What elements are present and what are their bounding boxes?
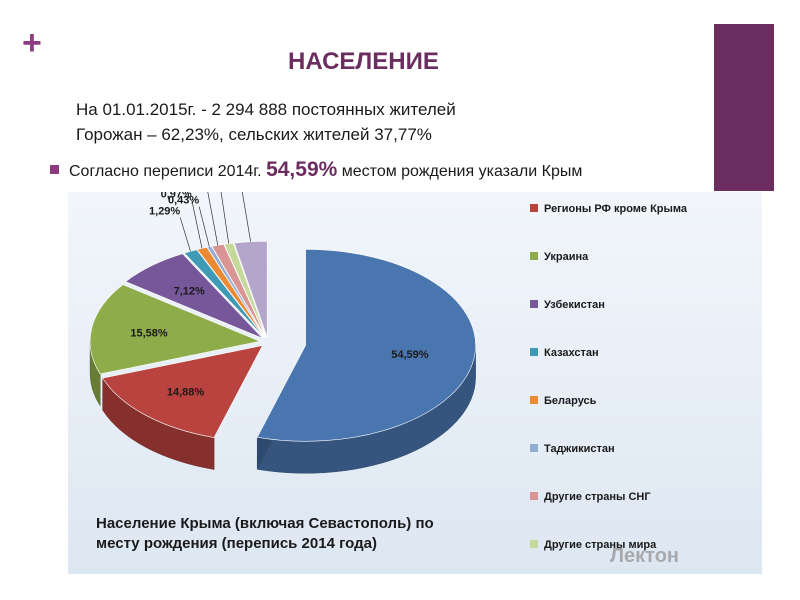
legend-label-2: Узбекистан: [544, 299, 605, 311]
caption-line-1: Население Крыма (включая Севастополь) по: [96, 515, 434, 532]
legend-label-4: Беларусь: [544, 395, 597, 407]
legend-swatch-1: [530, 252, 538, 260]
pie-slice-1: [102, 345, 264, 438]
pie-slice-4: [183, 249, 265, 338]
legend-swatch-3: [530, 348, 538, 356]
watermark-logo: Лектон: [610, 545, 679, 567]
pie-chart: 54,59%14,88%15,58%7,12%1,29%0,97%0,43%1,…: [89, 192, 688, 551]
legend-swatch-6: [530, 492, 538, 500]
leader-line-8: [220, 192, 230, 244]
legend-swatch-2: [530, 300, 538, 308]
slice-label-1: 14,88%: [167, 387, 205, 399]
urban-rural-line: Горожан – 62,23%, сельских жителей 37,77…: [76, 125, 432, 144]
leader-line-9: [241, 192, 251, 242]
legend-label-6: Другие страны СНГ: [544, 491, 651, 503]
plus-icon: +: [22, 24, 42, 62]
slice-label-0: 54,59%: [391, 349, 429, 361]
pie-slice-2: [89, 284, 262, 375]
bullet-text-post: местом рождения указали Крым: [341, 163, 583, 180]
slide-title: НАСЕЛЕНИЕ: [288, 48, 439, 75]
slice-label-2: 15,58%: [130, 327, 168, 339]
legend-label-3: Казахстан: [544, 347, 599, 359]
legend-label-7: Другие страны мира: [544, 539, 657, 551]
leader-line-5: [191, 200, 203, 249]
leader-line-6: [198, 206, 210, 247]
census-bullet: Согласно переписи 2014г. 54,59% местом р…: [50, 158, 582, 182]
bullet-text-pre: Согласно переписи 2014г.: [69, 163, 262, 180]
pie-slice-7: [211, 244, 267, 338]
caption-line-2: месту рождения (перепись 2014 года): [96, 535, 377, 552]
legend-swatch-5: [530, 444, 538, 452]
legend-swatch-7: [530, 540, 538, 548]
legend-swatch-0: [530, 204, 538, 212]
population-line: На 01.01.2015г. - 2 294 888 постоянных ж…: [76, 100, 456, 119]
pie-slice-3: [124, 253, 263, 339]
legend-label-0: Регионы РФ кроме Крыма: [544, 203, 688, 215]
slice-label-5: 0,97%: [161, 192, 192, 200]
pie-slice-9: [233, 240, 268, 338]
leader-line-7: [207, 192, 219, 246]
pie-chart-panel: 54,59%14,88%15,58%7,12%1,29%0,97%0,43%1,…: [68, 192, 762, 574]
bullet-square-icon: [50, 165, 59, 175]
accent-bar: [714, 24, 774, 191]
slice-label-3: 7,12%: [174, 286, 205, 298]
legend-label-1: Украина: [544, 251, 589, 263]
legend-swatch-4: [530, 396, 538, 404]
legend-label-5: Таджикистан: [544, 443, 615, 455]
leader-line-4: [179, 217, 191, 252]
chart-caption: Население Крыма (включая Севастополь) по…: [96, 514, 496, 554]
bullet-value: 54,59%: [266, 158, 338, 181]
slice-label-6: 0,43%: [168, 195, 199, 207]
slice-label-4: 1,29%: [149, 205, 180, 217]
pie-slice-0: [256, 248, 476, 442]
